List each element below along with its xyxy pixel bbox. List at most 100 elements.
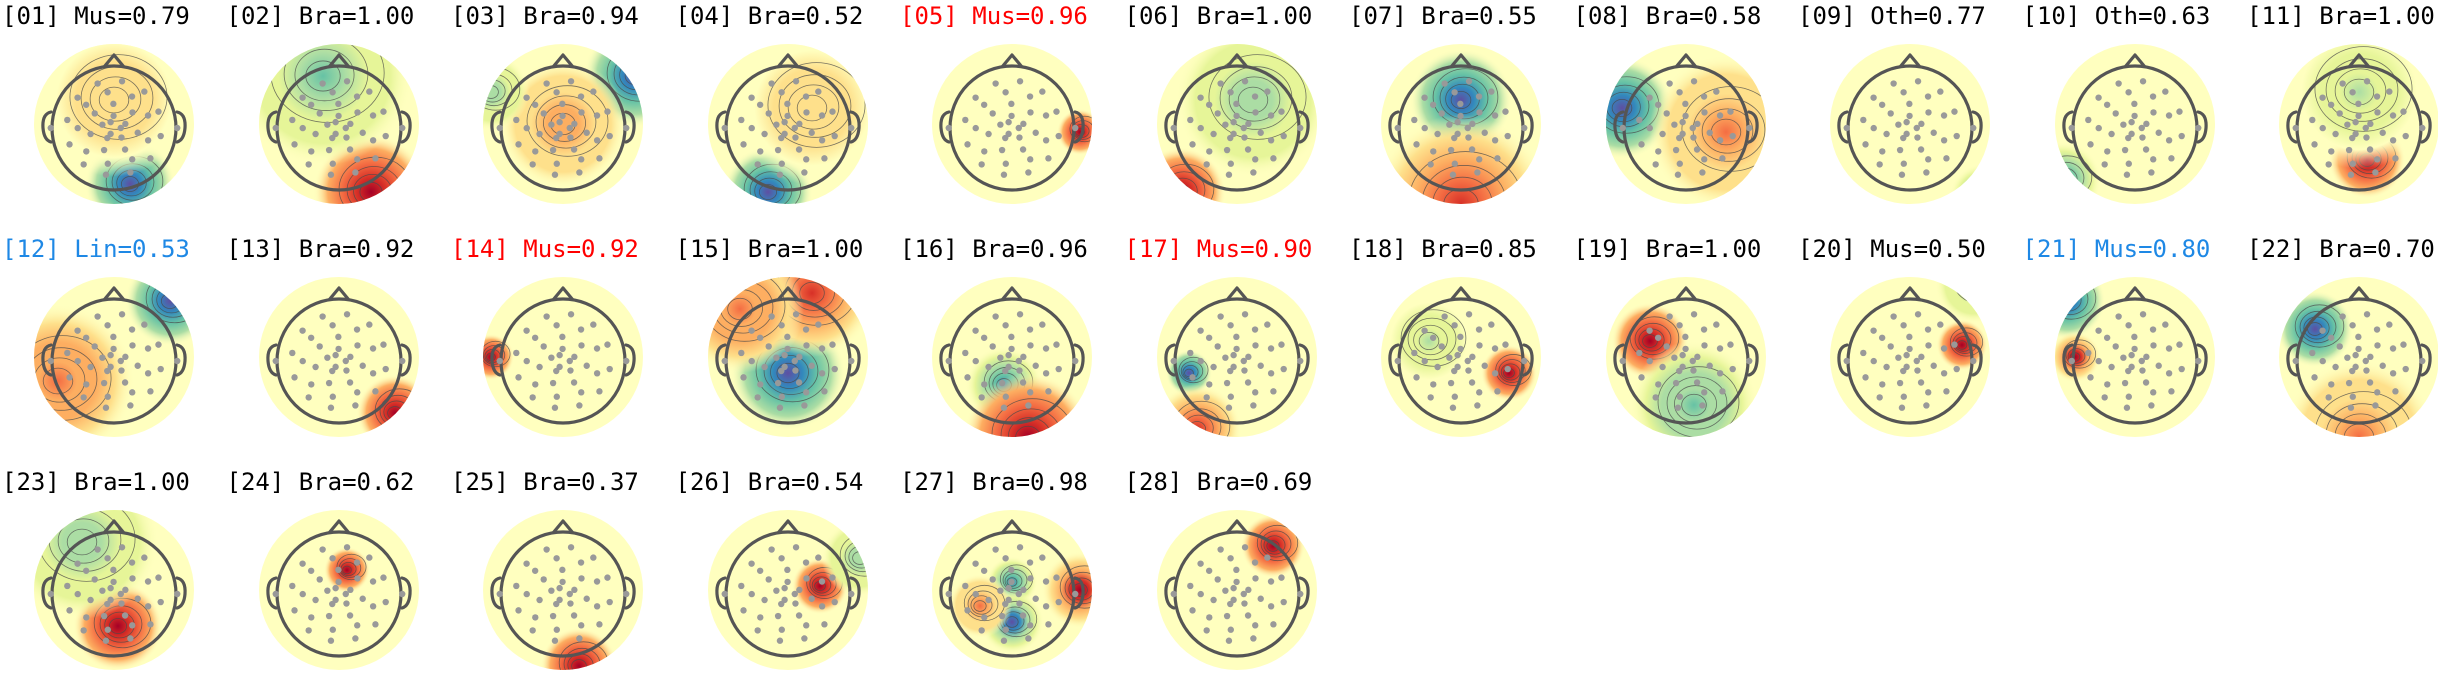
electrode-dot [2389, 370, 2397, 377]
electrode-dot [604, 574, 611, 581]
electrode-dot [104, 626, 112, 633]
electrode-dot [91, 576, 98, 583]
electrode-dot [2165, 137, 2172, 144]
electrode-dot [1970, 124, 1977, 132]
electrode-dot [307, 614, 314, 621]
electrode-dot [1862, 141, 1869, 148]
electrode-dot [772, 121, 780, 128]
electrode-dot [1016, 544, 1024, 551]
electrode-dot [128, 326, 136, 333]
electrode-dot [311, 596, 319, 604]
electrode-dot [972, 560, 979, 567]
electrode-dot [1689, 367, 1697, 374]
electrode-dot [985, 596, 992, 604]
electrode-dot [1898, 404, 1906, 411]
topomap-activation-blob [1936, 319, 1988, 371]
electrode-dot [777, 555, 785, 562]
topomap-activation-blob [707, 277, 804, 373]
contour-line [1498, 359, 1526, 383]
topomap-panel: [12] Lin=0.53 [2, 235, 226, 455]
topomap [1605, 44, 1766, 204]
electrode-dot [323, 354, 331, 361]
electrode-dot [2349, 134, 2356, 142]
component-label: [14] Mus=0.92 [451, 235, 639, 263]
topomap-panel: [23] Bra=1.00 [2, 468, 226, 688]
electrode-dot [992, 546, 999, 553]
electrode-dot [2292, 124, 2299, 132]
topomap-panel: [19] Bra=1.00 [1574, 235, 1798, 455]
electrode-dot [802, 342, 810, 349]
electrode-dot [551, 171, 559, 178]
electrode-dot [2344, 354, 2351, 361]
electrode-dot [1205, 148, 1212, 155]
electrode-dot [566, 357, 573, 365]
electrode-dot [1937, 321, 1944, 328]
electrode-dot [1188, 141, 1196, 148]
electrode-dot [1903, 118, 1910, 126]
electrode-dot [536, 130, 543, 138]
electrode-dot [1202, 627, 1210, 634]
electrode-dot [2347, 171, 2355, 178]
electrode-dot [1925, 156, 1932, 163]
electrode-dot [523, 124, 530, 132]
right-ear [2420, 343, 2432, 377]
electrode-dot [1240, 134, 1248, 141]
electrode-dot [1690, 311, 1697, 318]
electrode-dot [1216, 546, 1224, 553]
electrode-dot [2328, 381, 2335, 388]
electrode-dot [2194, 357, 2201, 365]
electrode-dot [590, 88, 597, 95]
component-label: [16] Bra=0.96 [900, 235, 1088, 263]
electrode-dot [110, 333, 117, 341]
electrode-dot [776, 404, 783, 411]
electrode-dot [1449, 171, 1457, 178]
electrode-dot [2100, 161, 2108, 168]
electrode-dot [1918, 120, 1925, 128]
electrode-dot [141, 321, 148, 328]
electrode-dot [104, 367, 111, 375]
electrode-dot [1674, 404, 1681, 411]
electrode-dot [1240, 124, 1247, 132]
electrode-dot [1280, 598, 1287, 606]
electrode-dot [118, 367, 125, 374]
electrode-dot [1032, 129, 1039, 136]
topomap-activation-blob [483, 53, 530, 131]
electrode-dot [1411, 116, 1418, 124]
electrode-dot [1042, 370, 1050, 377]
electrode-dot [353, 342, 361, 349]
electrode-dot [2103, 101, 2110, 108]
electrode-dot [1475, 326, 1483, 333]
electrode-dot [2130, 345, 2138, 353]
electrode-dot [2349, 393, 2357, 400]
electrode-dot [1008, 566, 1015, 574]
electrode-dot [1906, 333, 1913, 341]
electrode-dot [129, 575, 136, 582]
electrode-dot [756, 567, 763, 574]
electrode-dot [513, 582, 520, 590]
electrode-dot [1421, 124, 1428, 132]
electrode-dot [1645, 327, 1653, 334]
electrode-dot [1700, 109, 1708, 116]
electrode-dot [2319, 124, 2326, 132]
nose-marker [776, 519, 799, 535]
electrode-dot [329, 393, 336, 400]
electrode-dot [1244, 146, 1251, 153]
right-ear [399, 343, 412, 377]
electrode-dot [1675, 89, 1683, 96]
electrode-dot [2103, 381, 2110, 388]
electrode-dot [1906, 100, 1913, 108]
electrode-dot [543, 546, 550, 553]
electrode-dot [1240, 367, 1248, 374]
electrode-dot [531, 567, 539, 574]
electrode-dot [382, 365, 389, 373]
left-ear [490, 343, 502, 377]
electrode-dot [1675, 367, 1682, 375]
contour-line [973, 600, 987, 612]
left-ear [714, 576, 727, 610]
electrode-dot [74, 124, 81, 132]
topomap [1156, 510, 1317, 670]
electrode-dot [346, 120, 354, 128]
electrode-dot [764, 110, 772, 117]
component-label: [17] Mus=0.90 [1124, 235, 1313, 263]
electrode-dot [1244, 120, 1252, 128]
